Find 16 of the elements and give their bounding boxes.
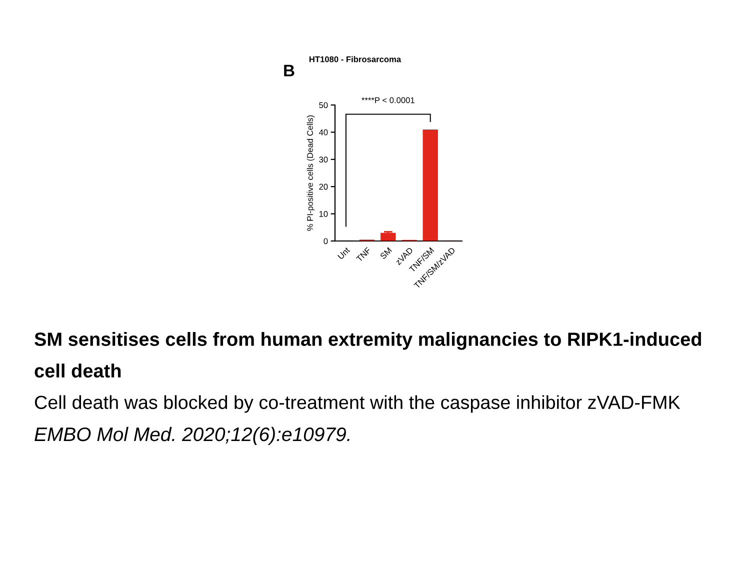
y-axis-title: % PI-positive cells (Dead Cells) [306, 115, 315, 231]
text: B [284, 64, 294, 76]
y-tick-label: 0 [324, 238, 328, 244]
text: SM sensitises cells from human extremity malignancies to RIPK1-induced cell death [34, 332, 702, 378]
y-tick-label: 10 [319, 211, 328, 217]
text: EMBO Mol Med. 2020;12(6):e10979. [34, 426, 350, 446]
chart-title: HT1080 - Fibrosarcoma [309, 56, 402, 62]
y-tick-label: 50 [319, 102, 328, 108]
x-tick-label: TNF [356, 247, 372, 262]
x-tick-label: Unt [337, 246, 350, 260]
y-tick-label: 20 [319, 184, 328, 190]
text: Cell death was blocked by co-treatment with the caspase inhibitor zVAD-FMK [34, 395, 680, 413]
text: ****P < 0.0001 [362, 97, 414, 104]
x-tick-label: SM [380, 247, 392, 260]
y-tick-label: 30 [319, 156, 328, 162]
y-tick-label: 40 [318, 129, 328, 136]
